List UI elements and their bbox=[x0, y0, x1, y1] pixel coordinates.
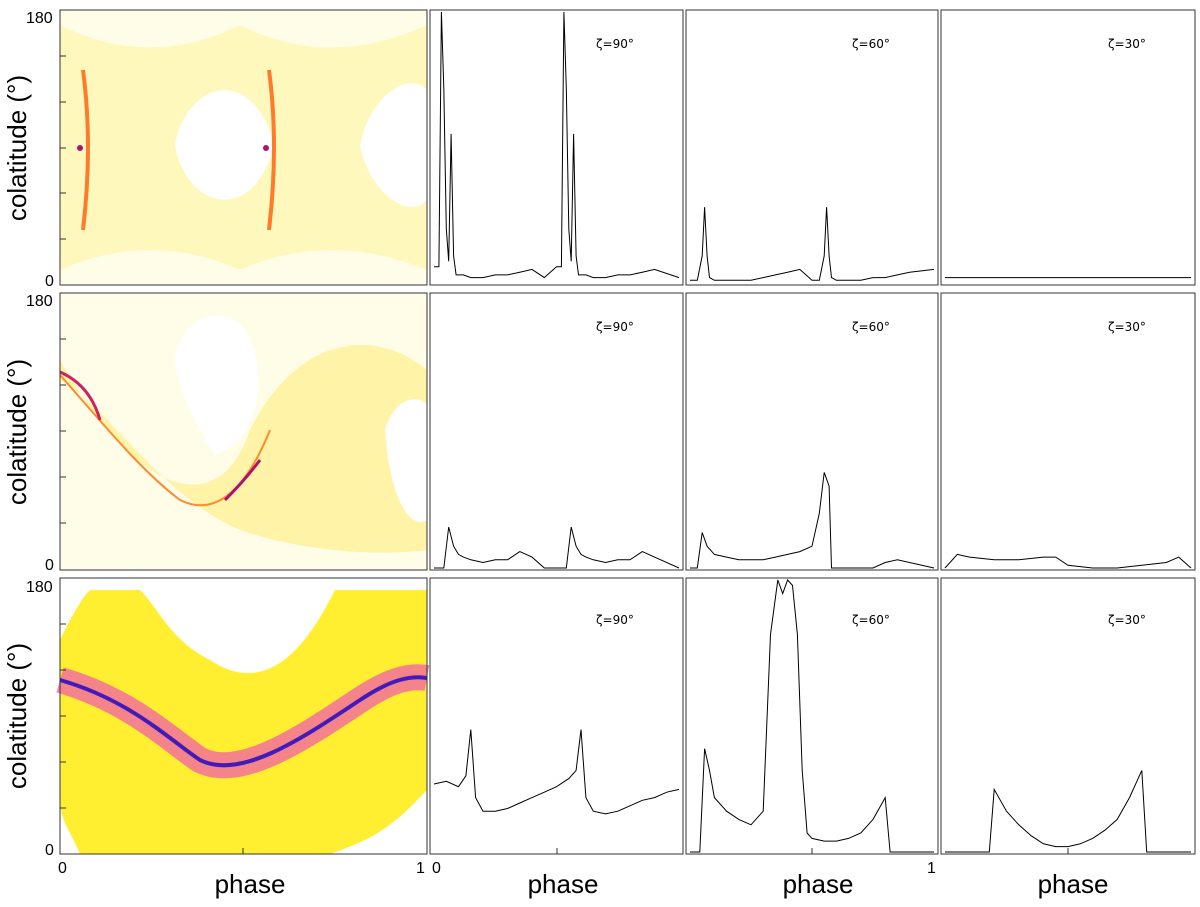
y-ticks bbox=[60, 55, 66, 809]
light-curve-row3-col3 bbox=[690, 579, 934, 853]
x-ticks bbox=[242, 848, 1069, 854]
light-curve-row1-col3 bbox=[690, 207, 935, 281]
ytick-180-row-3: 180 bbox=[26, 579, 53, 596]
ylabel-row-1: colatitude (°) bbox=[2, 75, 32, 221]
ytick-180-row-1: 180 bbox=[26, 10, 53, 27]
xlabel-col-4: phase bbox=[1038, 869, 1109, 899]
zeta-label-r3c2: ζ=60° bbox=[852, 613, 890, 627]
zeta-label-r2c3: ζ=30° bbox=[1108, 320, 1146, 334]
zeta-label-r1c3: ζ=30° bbox=[1108, 37, 1146, 51]
zeta-label-r3c3: ζ=30° bbox=[1108, 613, 1146, 627]
ylabel-row-3: colatitude (°) bbox=[2, 643, 32, 789]
light-curve-row3-col4 bbox=[945, 770, 1191, 853]
zeta-label-r2c2: ζ=60° bbox=[852, 320, 890, 334]
panel-frames bbox=[59, 9, 1196, 855]
zeta-label-r3c1: ζ=90° bbox=[596, 613, 634, 627]
xtick-1-col-3: 1 bbox=[927, 860, 936, 877]
heatmap-row-2 bbox=[59, 293, 427, 570]
heatmap-row-1 bbox=[60, 10, 427, 285]
xlabel-col-3: phase bbox=[783, 869, 854, 899]
xlabel-col-1: phase bbox=[215, 869, 286, 899]
zeta-label-r1c1: ζ=90° bbox=[596, 37, 634, 51]
xtick-0-col-2: 0 bbox=[432, 860, 441, 877]
light-curve-row3-col2 bbox=[433, 729, 680, 815]
heatmap-row-3 bbox=[56, 578, 430, 854]
light-curves bbox=[433, 11, 1192, 853]
xlabel-col-2: phase bbox=[528, 869, 599, 899]
light-curve-row2-col4 bbox=[944, 553, 1192, 569]
xtick-0-col-1: 0 bbox=[58, 860, 67, 877]
light-curve-row1-col2 bbox=[434, 11, 680, 279]
xtick-1-col-1: 1 bbox=[416, 860, 425, 877]
ytick-180-row-2: 180 bbox=[26, 293, 53, 310]
ytick-0-row-2: 0 bbox=[45, 557, 54, 574]
ytick-0-row-1: 0 bbox=[45, 273, 54, 290]
ytick-0-row-3: 0 bbox=[45, 842, 54, 859]
light-curve-row2-col3 bbox=[690, 472, 935, 569]
ylabel-row-2: colatitude (°) bbox=[2, 359, 32, 505]
zeta-label-r2c1: ζ=90° bbox=[596, 320, 634, 334]
zeta-label-r1c2: ζ=60° bbox=[852, 37, 890, 51]
light-curve-row2-col2 bbox=[434, 526, 680, 569]
